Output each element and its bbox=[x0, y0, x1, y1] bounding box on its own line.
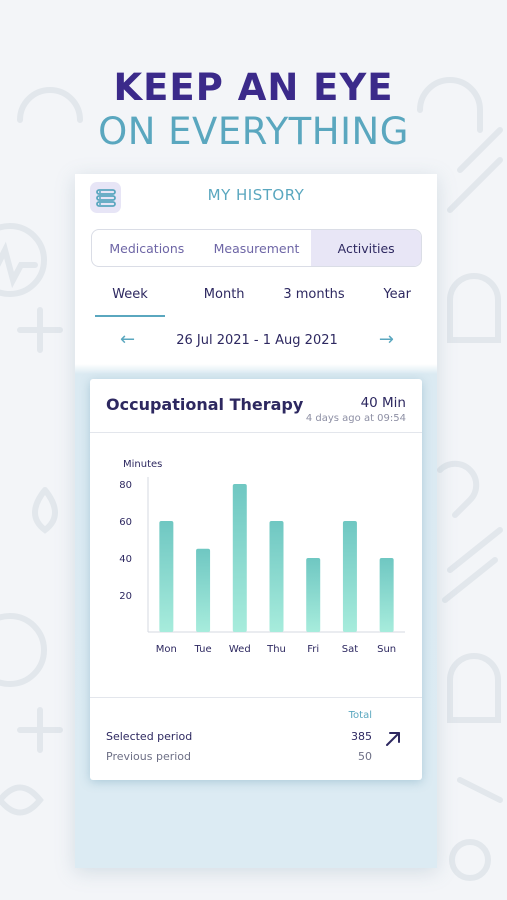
arrow-left-icon[interactable]: ← bbox=[120, 329, 136, 350]
x-tick-label: Tue bbox=[194, 644, 212, 655]
y-axis-label: Minutes bbox=[123, 459, 162, 470]
activity-duration: 40 Min bbox=[360, 395, 406, 411]
period-year[interactable]: Year bbox=[383, 287, 411, 302]
x-tick-label: Sat bbox=[342, 644, 358, 655]
date-range: 26 Jul 2021 - 1 Aug 2021 bbox=[176, 332, 338, 348]
y-tick-label: 20 bbox=[119, 591, 132, 602]
previous-period-label: Previous period bbox=[106, 750, 192, 763]
total-label: Total bbox=[348, 710, 372, 721]
y-tick-label: 40 bbox=[119, 554, 132, 565]
bar-mon[interactable] bbox=[159, 521, 174, 632]
x-tick-label: Thu bbox=[266, 644, 286, 655]
period-week[interactable]: Week bbox=[95, 287, 165, 317]
activity-timestamp: 4 days ago at 09:54 bbox=[305, 413, 406, 424]
tab-medications[interactable]: Medications bbox=[109, 240, 185, 256]
headline: KEEP AN EYE ON EVERYTHING bbox=[0, 66, 507, 154]
x-tick-label: Sun bbox=[377, 644, 396, 655]
card-header: Occupational Therapy 40 Min 4 days ago a… bbox=[90, 379, 422, 433]
bar-thu[interactable] bbox=[269, 521, 284, 632]
period-selector: Week Month 3 months Year bbox=[95, 287, 411, 317]
period-3-months[interactable]: 3 months bbox=[283, 287, 345, 302]
category-tabs: Medications Measurement Activities bbox=[91, 229, 422, 267]
bar-sun[interactable] bbox=[379, 558, 394, 632]
y-tick-label: 80 bbox=[119, 480, 132, 491]
phone-screen: MY HISTORY Medications Measurement Activ… bbox=[75, 174, 437, 868]
x-tick-label: Fri bbox=[307, 644, 319, 655]
activity-card: Occupational Therapy 40 Min 4 days ago a… bbox=[90, 379, 422, 780]
card-summary: Total Selected period 385 Previous perio… bbox=[90, 697, 422, 780]
x-tick-label: Wed bbox=[229, 644, 251, 655]
list-icon bbox=[95, 188, 116, 207]
date-navigator: ← 26 Jul 2021 - 1 Aug 2021 → bbox=[120, 330, 394, 350]
bar-wed[interactable] bbox=[232, 484, 247, 632]
bar-tue[interactable] bbox=[196, 548, 211, 632]
selected-period-value: 385 bbox=[351, 730, 372, 743]
screen-title: MY HISTORY bbox=[207, 186, 305, 204]
headline-line-1: KEEP AN EYE bbox=[113, 66, 394, 109]
activity-title: Occupational Therapy bbox=[106, 395, 304, 414]
arrow-up-right-icon bbox=[386, 732, 400, 746]
tab-activities[interactable]: Activities bbox=[311, 230, 421, 266]
selected-period-label: Selected period bbox=[106, 730, 193, 743]
tab-measurement[interactable]: Measurement bbox=[213, 240, 300, 256]
menu-button[interactable] bbox=[90, 182, 121, 213]
headline-line-2: ON EVERYTHING bbox=[98, 110, 409, 153]
previous-period-value: 50 bbox=[358, 750, 372, 763]
y-tick-label: 60 bbox=[119, 517, 132, 528]
period-month[interactable]: Month bbox=[203, 287, 245, 302]
bar-fri[interactable] bbox=[306, 558, 321, 632]
bar-sat[interactable] bbox=[342, 521, 357, 632]
x-tick-label: Mon bbox=[156, 644, 177, 655]
arrow-right-icon[interactable]: → bbox=[378, 329, 394, 350]
minutes-bar-chart: Minutes 20 40 60 80 Mon Tue Wed Thu Fri Sat Sun bbox=[119, 459, 405, 655]
